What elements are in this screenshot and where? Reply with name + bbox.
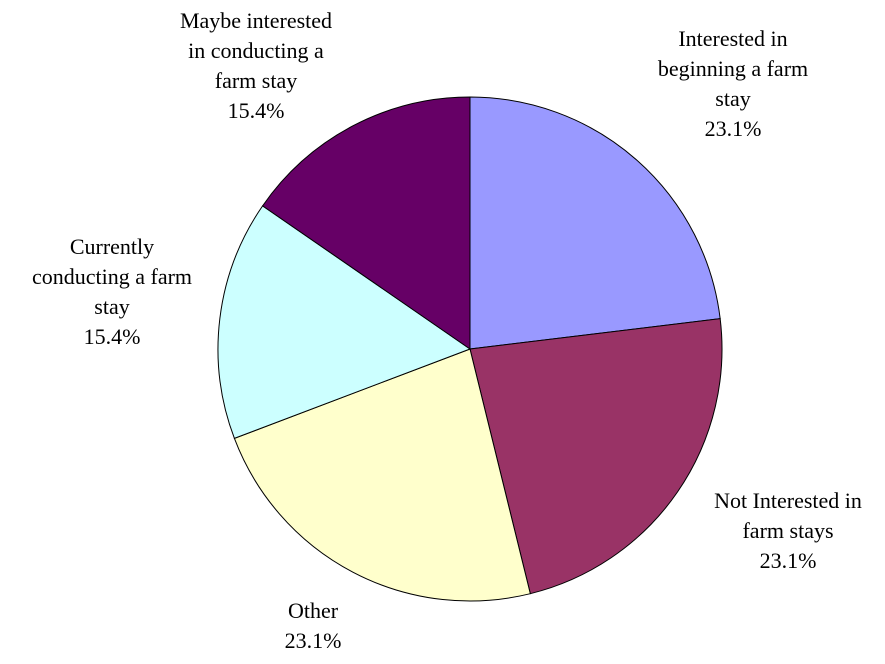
- slice-category-label: stay: [94, 294, 129, 319]
- pie-slice-4: [261, 96, 471, 350]
- slice-value-label: 23.1%: [760, 548, 817, 573]
- slice-category-label: beginning a farm: [658, 56, 808, 81]
- slice-category-label: farm stays: [742, 518, 833, 543]
- slice-value-label: 15.4%: [84, 324, 141, 349]
- slice-category-label: Other: [288, 598, 339, 623]
- slice-category-label: in conducting a: [188, 38, 324, 63]
- slice-value-label: 15.4%: [228, 98, 285, 123]
- slice-value-label: 23.1%: [705, 116, 762, 141]
- pie-labels: Interested in beginning a farm stay 23.1%No…: [32, 8, 862, 653]
- slice-label-3: Currently conducting a farm stay 15.4%: [32, 234, 192, 349]
- slice-category-label: Maybe interested: [180, 8, 332, 33]
- pie-slice-3: [217, 205, 472, 440]
- slice-label-4: Maybe interested in conducting a farm stay…: [180, 8, 332, 123]
- pie-slice-0: [469, 96, 721, 350]
- slice-label-2: Other 23.1%: [285, 598, 342, 653]
- slice-category-label: conducting a farm: [32, 264, 192, 289]
- slice-label-1: Not Interested in farm stays 23.1%: [714, 488, 862, 573]
- slice-label-0: Interested in beginning a farm stay 23.1%: [658, 26, 808, 141]
- pie-slices: [217, 96, 723, 602]
- slice-value-label: 23.1%: [285, 628, 342, 653]
- pie-slice-2: [233, 348, 531, 602]
- slice-category-label: farm stay: [215, 68, 297, 93]
- slice-category-label: Not Interested in: [714, 488, 862, 513]
- slice-category-label: Currently: [70, 234, 154, 259]
- pie-slice-1: [469, 318, 723, 595]
- slice-category-label: stay: [715, 86, 750, 111]
- slice-category-label: Interested in: [678, 26, 787, 51]
